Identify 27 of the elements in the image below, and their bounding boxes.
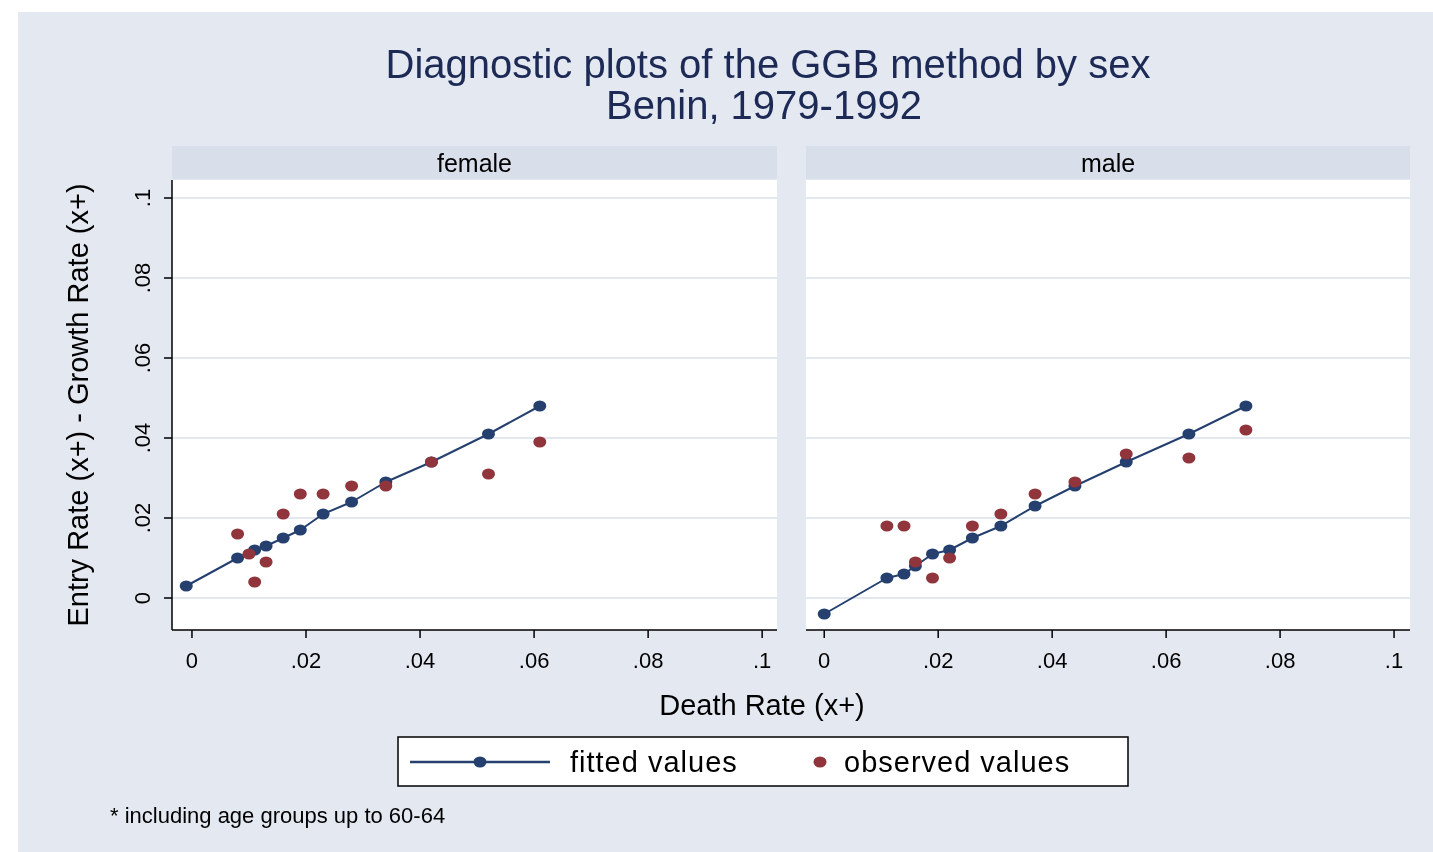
y-tick-label: .04 xyxy=(130,422,155,454)
text: Diagnostic plots of the GGB method by sex xyxy=(385,42,1151,86)
x-tick-label: 0 xyxy=(185,648,199,673)
chart-title: male xyxy=(1080,149,1136,177)
y-tick-label: .1 xyxy=(130,188,155,208)
x-tick-label: .08 xyxy=(1264,648,1296,673)
x-axis-title: Death Rate (x+) xyxy=(659,689,865,721)
x-tick-label: .08 xyxy=(632,648,664,673)
y-tick-label: 0 xyxy=(130,591,155,605)
y-tick-label: .08 xyxy=(130,262,155,294)
y-axis-title: Entry Rate (x+) - Growth Rate (x+) xyxy=(62,183,94,627)
legend-label: observed values xyxy=(844,746,1071,778)
y-tick-label: .02 xyxy=(130,502,155,534)
x-tick-label: .06 xyxy=(1150,648,1182,673)
text: * including age groups up to 60-64 xyxy=(110,803,446,828)
y-tick-label: .06 xyxy=(130,342,155,374)
legend-label: fitted values xyxy=(570,746,738,778)
chart-title: female xyxy=(436,149,513,177)
x-tick-label: .02 xyxy=(922,648,954,673)
text: Benin, 1979-1992 xyxy=(606,83,922,127)
x-tick-label: .02 xyxy=(290,648,322,673)
x-tick-label: .06 xyxy=(518,648,550,673)
x-tick-label: .1 xyxy=(1384,648,1404,673)
x-tick-label: .04 xyxy=(404,648,436,673)
x-tick-label: .1 xyxy=(752,648,772,673)
x-tick-label: 0 xyxy=(818,648,831,673)
x-tick-label: .04 xyxy=(1036,648,1068,673)
